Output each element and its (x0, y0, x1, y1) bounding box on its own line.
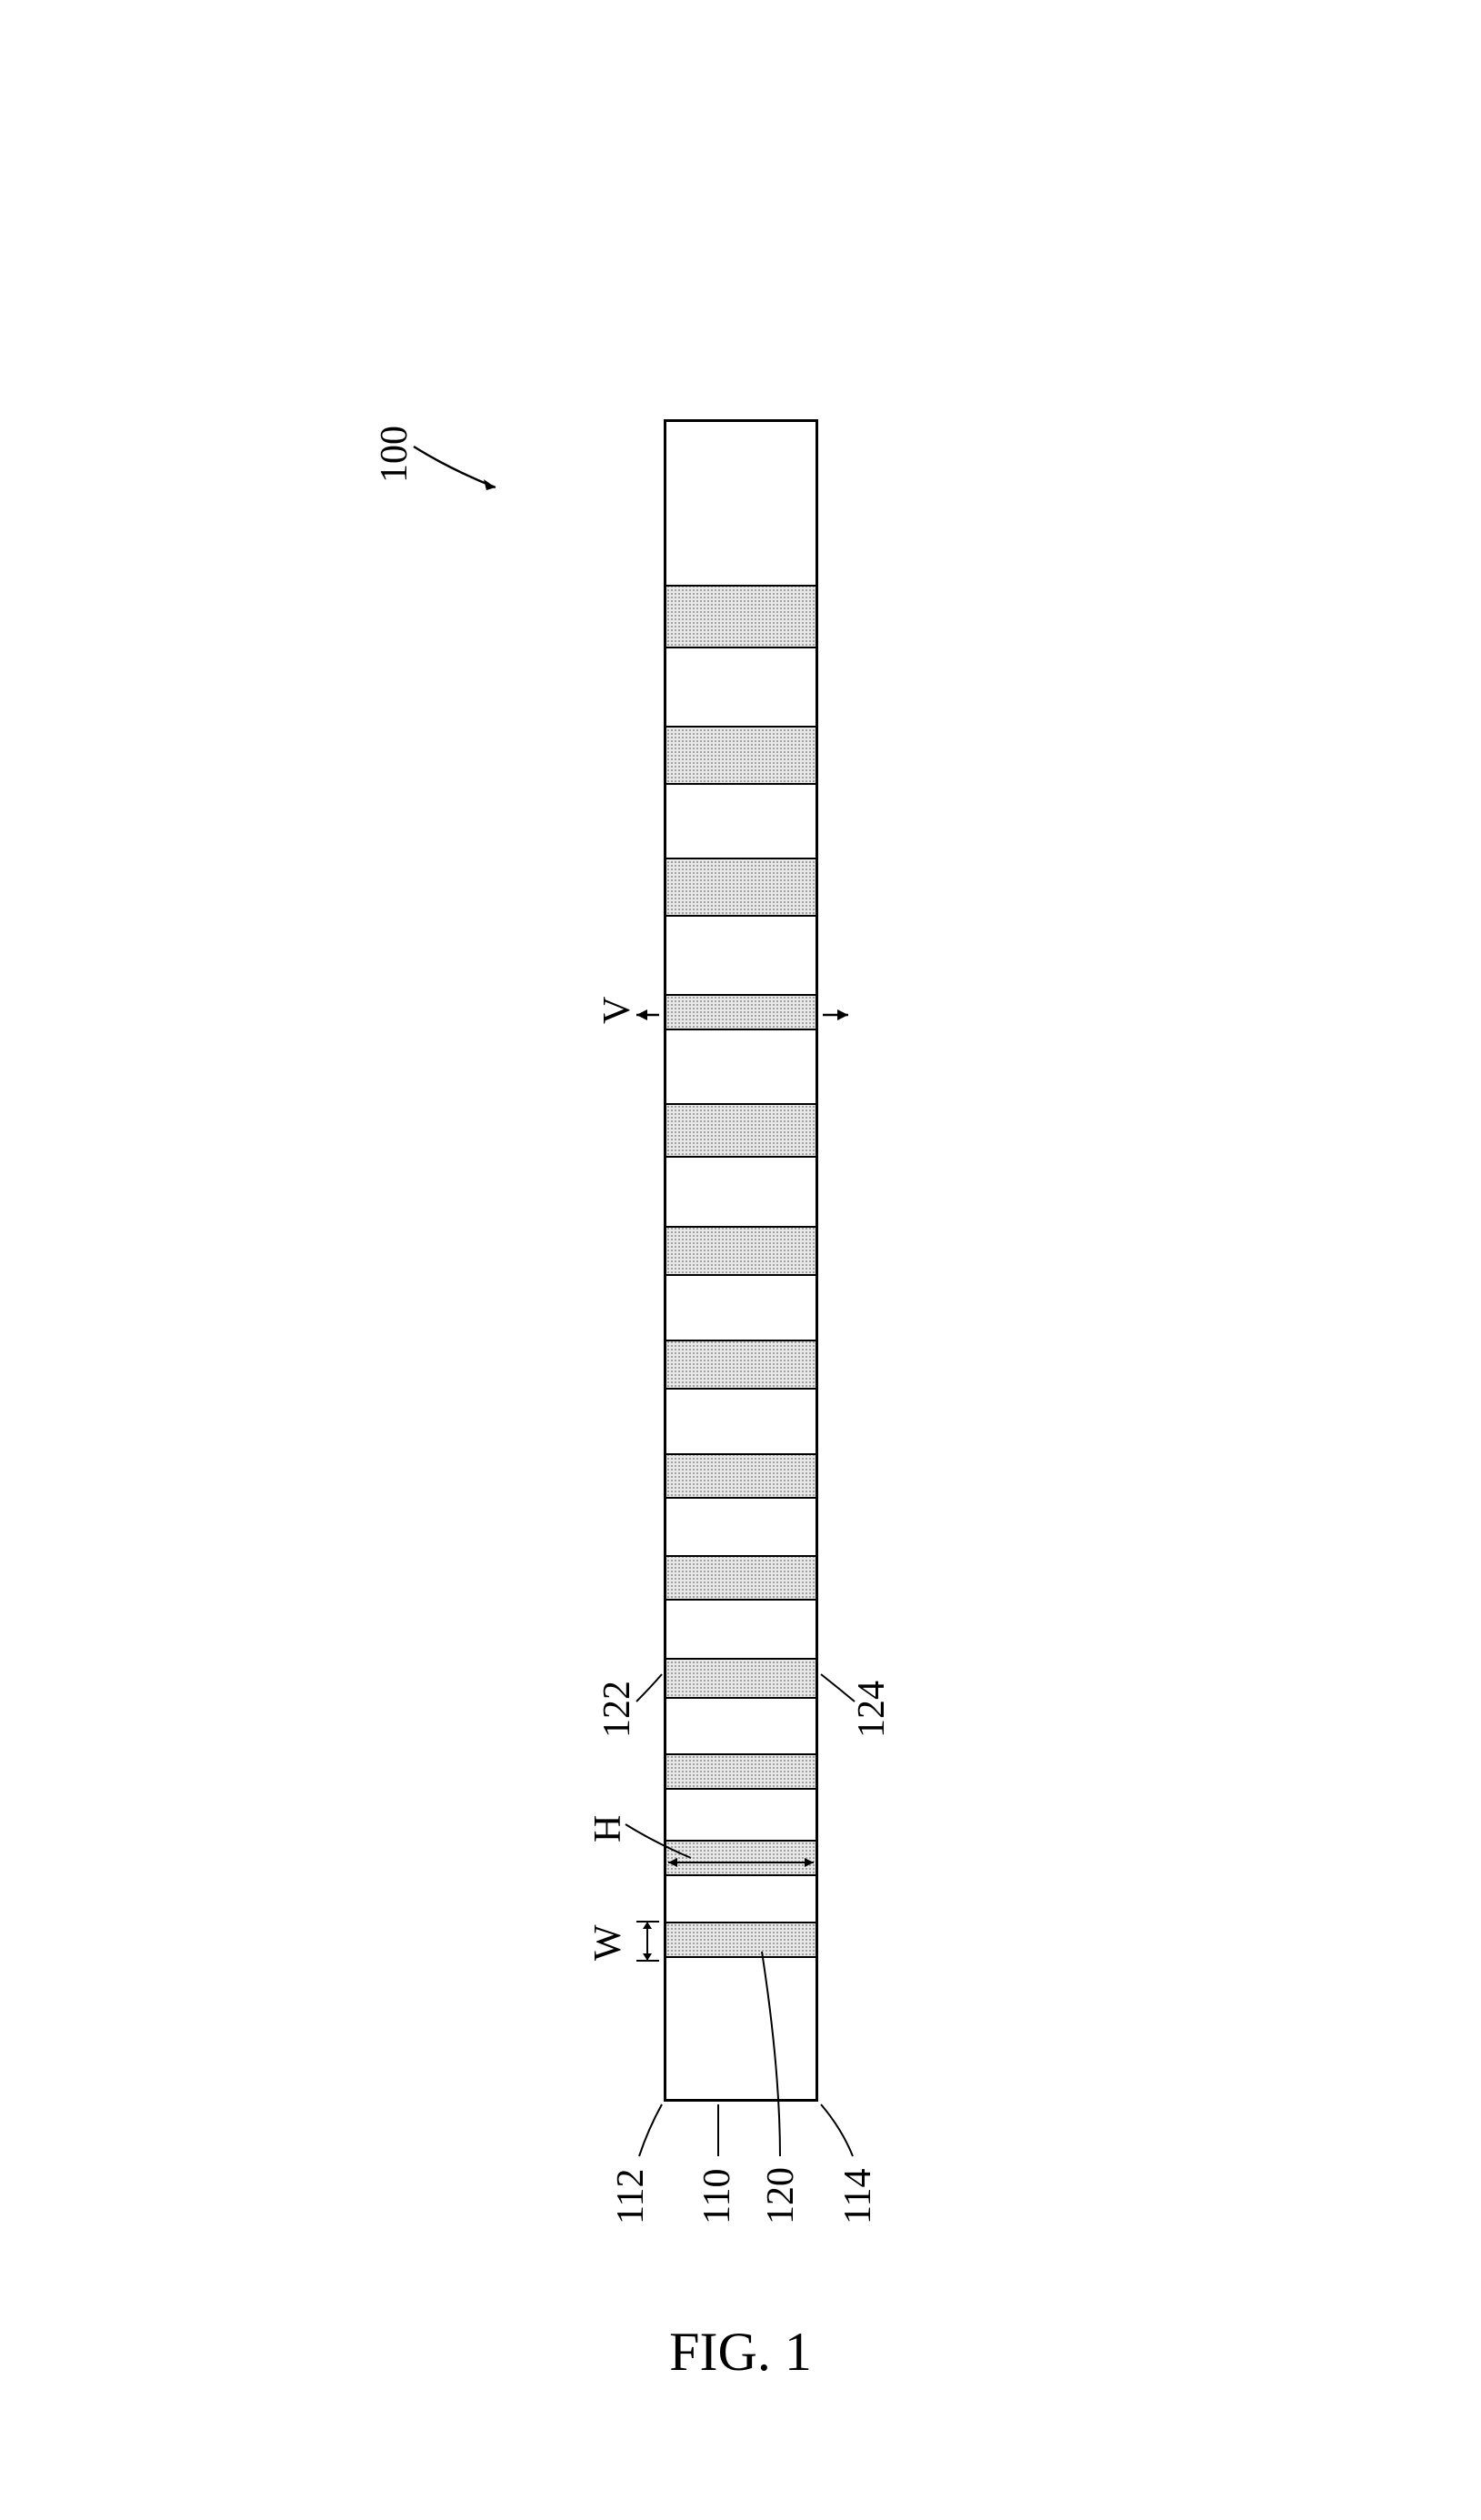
ref-114-leader (816, 2097, 857, 2161)
shaded-stripe (666, 858, 816, 917)
ref-122-leader (632, 1665, 668, 1711)
ref-120-label: 120 (759, 2167, 803, 2224)
shaded-stripe (666, 1453, 816, 1499)
assembly-leader (409, 383, 518, 492)
diagram-container: 100 W H V (664, 419, 818, 2102)
ref-112-label: 112 (609, 2168, 653, 2224)
shaded-stripe (666, 1658, 816, 1699)
ref-110-label: 110 (695, 2168, 739, 2224)
dim-v-arrows (632, 988, 855, 1024)
dim-h-leader (618, 1797, 827, 1870)
shaded-stripe (666, 1555, 816, 1601)
figure-caption: FIG. 1 (669, 2321, 812, 2384)
ref-124-leader (818, 1665, 859, 1711)
ref-120-leader (755, 1944, 791, 2161)
shaded-stripe (666, 726, 816, 785)
shaded-stripe (666, 1922, 816, 1958)
dim-w-arrows (627, 1915, 664, 1965)
ref-114-label: 114 (836, 2168, 880, 2224)
shaded-stripe (666, 585, 816, 648)
shaded-stripe (666, 1753, 816, 1790)
shaded-stripe (666, 1103, 816, 1158)
ref-110-leader (711, 2097, 729, 2161)
ref-112-leader (635, 2097, 671, 2161)
shaded-stripe (666, 1340, 816, 1390)
dim-w-label: W (586, 1924, 630, 1961)
shaded-stripe (666, 1226, 816, 1276)
